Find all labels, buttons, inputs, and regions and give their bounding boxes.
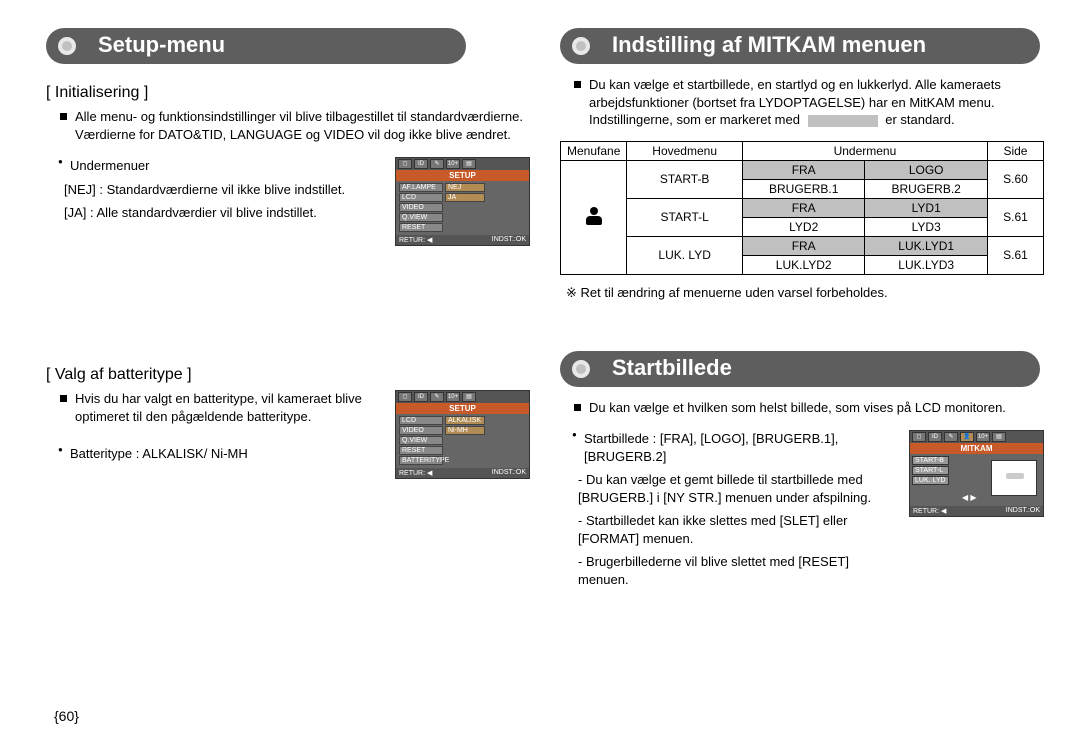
square-bullet-icon — [60, 395, 67, 402]
startbillede-li2: - Startbilledet kan ikke slettes med [SL… — [578, 512, 901, 547]
screenshot-row-label: VIDEO — [399, 426, 443, 435]
person-icon — [583, 205, 605, 227]
startbillede-list-lead: Startbillede : [FRA], [LOGO], [BRUGERB.1… — [574, 430, 901, 465]
header-dot-icon — [58, 37, 76, 55]
header-dot-icon — [572, 360, 590, 378]
init-title: [ Initialisering ] — [46, 84, 530, 102]
highlight-block-icon — [808, 115, 878, 127]
square-bullet-icon — [60, 113, 67, 120]
cell-s61b: S.61 — [987, 236, 1043, 274]
valg-p1-row: Hvis du har valgt en batteritype, vil ka… — [60, 390, 395, 431]
valg-p1: Hvis du har valgt en batteritype, vil ka… — [75, 390, 395, 425]
mitkam-intro-tail: er standard. — [885, 112, 954, 127]
section-header-setup: Setup-menu — [46, 28, 466, 64]
screenshot-row-label: Q.VIEW — [399, 436, 443, 445]
cell-s60: S.60 — [987, 160, 1043, 198]
header-mitkam-text: Indstilling af MITKAM menuen — [612, 32, 926, 57]
camera-screenshot-setup-battery: ◻ID✎10+▤ SETUP LCDALKALISKVIDEONi-MHQ.VI… — [395, 390, 530, 479]
cell-luklyd2: LUK.LYD2 — [742, 255, 864, 274]
section-header-mitkam: Indstilling af MITKAM menuen — [560, 28, 1040, 64]
cell-brugerb1: BRUGERB.1 — [742, 179, 864, 198]
screenshot3-side-label: START-L — [912, 466, 949, 475]
cell-fra3: FRA — [742, 236, 864, 255]
mitkam-intro-row: Du kan vælge et startbillede, en startly… — [574, 76, 1044, 135]
screenshot-row-value: NEJ — [445, 183, 485, 192]
init-p1: Alle menu- og funktionsindstillinger vil… — [75, 108, 530, 143]
screenshot-row-label: Q.VIEW — [399, 213, 443, 222]
cell-lyd2: LYD2 — [742, 217, 864, 236]
screenshot2-footer-r: INDST.:OK — [492, 469, 526, 477]
cell-fra2: FRA — [742, 198, 864, 217]
th-side: Side — [987, 141, 1043, 160]
startbillede-p: Du kan vælge et hvilken som helst billed… — [589, 399, 1006, 417]
screenshot3-title: MITKAM — [910, 443, 1043, 454]
screenshot-row-value: JA — [445, 193, 485, 202]
ja-line: [JA] : Alle standardværdier vil blive in… — [64, 204, 395, 222]
screenshot-row-value: ALKALISK — [445, 416, 485, 425]
cell-logo: LOGO — [865, 160, 987, 179]
startbillede-li3: - Brugerbillederne vil blive slettet med… — [578, 553, 901, 588]
screenshot3-preview-icon — [991, 460, 1037, 496]
table-header-row: Menufane Hovedmenu Undermenu Side — [561, 141, 1044, 160]
undermenuer-label: Undermenuer — [60, 157, 395, 175]
cell-startl: START-L — [627, 198, 743, 236]
cell-luklyd: LUK. LYD — [627, 236, 743, 274]
screenshot-row-label: RESET — [399, 223, 443, 232]
screenshot3-side-label: LUK. LYD — [912, 476, 949, 485]
table-row: START-L FRA LYD1 S.61 — [561, 198, 1044, 217]
cell-fra: FRA — [742, 160, 864, 179]
init-p1-row: Alle menu- og funktionsindstillinger vil… — [60, 108, 530, 149]
header-startbillede-text: Startbillede — [612, 355, 732, 380]
valg-title: [ Valg af batteritype ] — [46, 366, 530, 384]
th-hovedmenu: Hovedmenu — [627, 141, 743, 160]
screenshot1-footer-r: INDST.:OK — [492, 236, 526, 244]
table-row: START-B FRA LOGO S.60 — [561, 160, 1044, 179]
screenshot3-side-label: START-B — [912, 456, 949, 465]
square-bullet-icon — [574, 81, 581, 88]
screenshot1-footer-l: RETUR: ◀ — [399, 236, 432, 244]
mitkam-intro: Du kan vælge et startbillede, en startly… — [589, 76, 1044, 129]
cell-luklyd1: LUK.LYD1 — [865, 236, 987, 255]
camera-screenshot-mitkam: ◻ID✎👤10+▤ MITKAM START-BSTART-LLUK. LYD … — [909, 430, 1044, 517]
cell-luklyd3: LUK.LYD3 — [865, 255, 987, 274]
cell-lyd1: LYD1 — [865, 198, 987, 217]
screenshot-row-value: Ni-MH — [445, 426, 485, 435]
menufane-icon-cell — [561, 160, 627, 274]
table-row: LUK. LYD FRA LUK.LYD1 S.61 — [561, 236, 1044, 255]
screenshot-row-label: VIDEO — [399, 203, 443, 212]
screenshot-row-label: RESET — [399, 446, 443, 455]
nej-line: [NEJ] : Standardværdierne vil ikke blive… — [64, 181, 395, 199]
screenshot-row-label: AF.LAMPE — [399, 183, 443, 192]
cell-lyd3: LYD3 — [865, 217, 987, 236]
screenshot-row-label: LCD — [399, 416, 443, 425]
cell-brugerb2: BRUGERB.2 — [865, 179, 987, 198]
screenshot2-title: SETUP — [396, 403, 529, 414]
battery-line: Batteritype : ALKALISK/ Ni-MH — [60, 445, 395, 463]
header-setup-text: Setup-menu — [98, 32, 225, 57]
th-undermenu: Undermenu — [742, 141, 987, 160]
section-header-startbillede: Startbillede — [560, 351, 1040, 387]
cell-startb: START-B — [627, 160, 743, 198]
header-dot-icon — [572, 37, 590, 55]
screenshot3-footer-l: RETUR: ◀ — [913, 507, 946, 515]
screenshot1-title: SETUP — [396, 170, 529, 181]
screenshot-row-label: BATTERITYPE — [399, 456, 443, 465]
screenshot3-footer-r: INDST.:OK — [1006, 507, 1040, 515]
mitkam-menu-table: Menufane Hovedmenu Undermenu Side START-… — [560, 141, 1044, 275]
startbillede-li1: - Du kan vælge et gemt billede til start… — [578, 471, 901, 506]
square-bullet-icon — [574, 404, 581, 411]
startbillede-p-row: Du kan vælge et hvilken som helst billed… — [574, 399, 1044, 423]
table-footnote: ※ Ret til ændring af menuerne uden varse… — [566, 285, 1044, 301]
screenshot2-footer-l: RETUR: ◀ — [399, 469, 432, 477]
screenshot3-arrows-icon: ◀ ▶ — [962, 493, 977, 502]
page-number: {60} — [54, 708, 79, 724]
camera-screenshot-setup-reset: ◻ID✎10+▤ SETUP AF.LAMPENEJLCDJAVIDEOQ.VI… — [395, 157, 530, 246]
th-menufane: Menufane — [561, 141, 627, 160]
screenshot-row-label: LCD — [399, 193, 443, 202]
cell-s61a: S.61 — [987, 198, 1043, 236]
